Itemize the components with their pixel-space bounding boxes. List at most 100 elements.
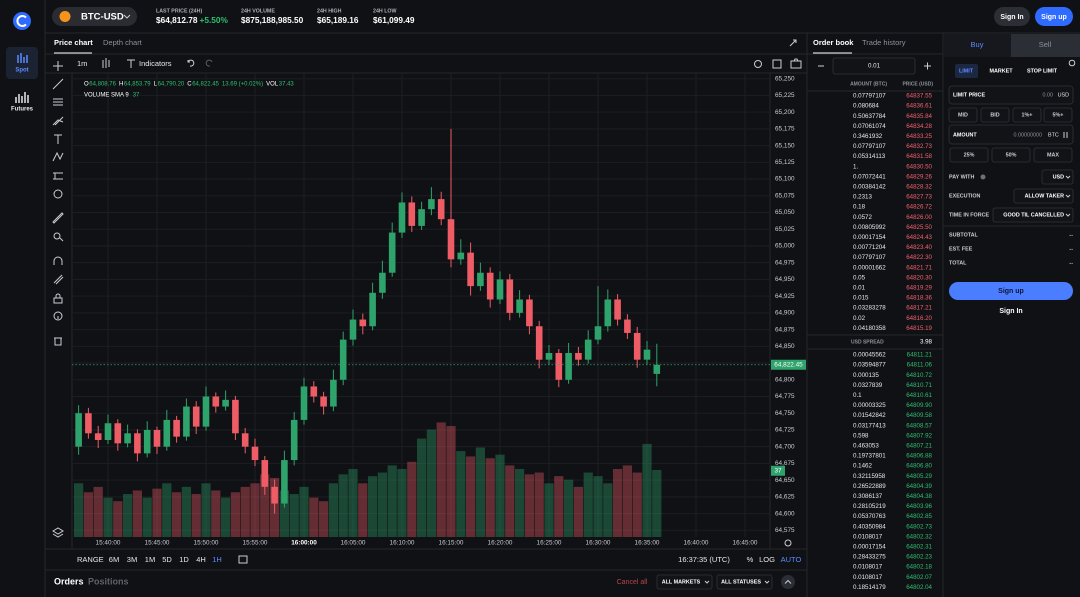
field-placeholder[interactable]: 0.00: [1043, 92, 1054, 98]
price-preset[interactable]: 1%+: [1022, 112, 1033, 118]
chart-tab[interactable]: Price chart: [54, 38, 93, 47]
ask-price[interactable]: 64825.50: [906, 224, 932, 231]
sign-up-button[interactable]: [949, 282, 1073, 300]
bid-price[interactable]: 64802.85: [906, 513, 932, 520]
ask-amount[interactable]: 0.00805992: [853, 224, 886, 231]
chart-tab[interactable]: Depth chart: [103, 38, 143, 47]
drawing-tool[interactable]: [53, 311, 63, 321]
amount-preset[interactable]: 50%: [1006, 152, 1017, 158]
spot-active-bg[interactable]: [6, 47, 38, 79]
ask-amount[interactable]: 0.0572: [853, 214, 872, 221]
interval[interactable]: 1m: [77, 59, 87, 68]
option-value[interactable]: ALLOW TAKER: [1025, 193, 1065, 199]
range-option[interactable]: 1H: [212, 555, 222, 564]
ob-tab[interactable]: Order book: [813, 38, 854, 47]
bid-price[interactable]: 64808.57: [906, 422, 932, 429]
drawing-tool[interactable]: [53, 232, 64, 242]
drawing-tool[interactable]: [52, 212, 64, 224]
preset-button[interactable]: [1043, 107, 1073, 123]
option-value[interactable]: USD: [1053, 174, 1064, 180]
markets-filter[interactable]: [656, 574, 713, 590]
bid-price[interactable]: 64802.73: [906, 523, 932, 530]
bid-price[interactable]: 64810.72: [906, 372, 932, 379]
sign-in-button[interactable]: [994, 7, 1030, 26]
filter[interactable]: ALL MARKETS: [662, 579, 701, 585]
range-option[interactable]: 1D: [179, 555, 189, 564]
ask-price[interactable]: 64824.43: [906, 234, 932, 241]
undo-icon[interactable]: [187, 59, 195, 67]
cancel-all[interactable]: Cancel all: [617, 579, 648, 586]
ask-amount[interactable]: 0.2313: [853, 194, 872, 201]
drawing-tool[interactable]: [54, 134, 62, 144]
redo-icon[interactable]: [205, 59, 213, 67]
drawing-tool[interactable]: [53, 61, 63, 71]
bid-amount[interactable]: 0.26522889: [853, 483, 886, 490]
ask-amount[interactable]: 0.50637784: [853, 113, 886, 120]
order-type[interactable]: MARKET: [989, 68, 1013, 74]
range-option[interactable]: 1M: [145, 555, 155, 564]
filter[interactable]: ALL STATUSES: [721, 579, 761, 585]
ask-amount[interactable]: 0.05314113: [853, 153, 886, 160]
preset-button[interactable]: [949, 147, 989, 163]
ask-price[interactable]: 64820.30: [906, 274, 932, 281]
execution-select[interactable]: [1013, 188, 1074, 204]
bid-price[interactable]: 64804.38: [906, 493, 932, 500]
sidebar-item[interactable]: Futures: [11, 107, 34, 113]
settings-icon[interactable]: [754, 60, 762, 68]
bid-price[interactable]: 64811.21: [907, 352, 933, 359]
ask-price[interactable]: 64822.30: [906, 254, 932, 261]
drawing-tool[interactable]: [53, 189, 63, 199]
bid-amount[interactable]: 0.00003325: [853, 402, 886, 409]
scale-option[interactable]: LOG: [759, 555, 775, 564]
price-preset[interactable]: MID: [958, 112, 968, 118]
ask-amount[interactable]: 0.04180358: [853, 325, 886, 332]
ask-price[interactable]: 64836.61: [906, 103, 932, 110]
ask-amount[interactable]: 0.07797107: [853, 93, 886, 100]
form-tab[interactable]: Buy: [971, 40, 984, 49]
drawing-tool[interactable]: [54, 337, 62, 346]
ask-price[interactable]: 64826.72: [906, 204, 932, 211]
ask-price[interactable]: 64831.58: [906, 153, 932, 160]
ask-price[interactable]: 64828.32: [906, 184, 932, 191]
drawing-tool[interactable]: [53, 256, 63, 265]
date-range-icon[interactable]: [238, 555, 248, 564]
ask-price[interactable]: 64832.73: [906, 143, 932, 150]
price-preset[interactable]: 5%+: [1053, 112, 1064, 118]
option-value[interactable]: GOOD TIL CANCELLED: [1003, 212, 1064, 218]
bid-price[interactable]: 64807.21: [906, 443, 932, 450]
pay-info-icon[interactable]: [980, 174, 986, 180]
sell-tab-bg[interactable]: [1011, 34, 1080, 57]
indicators[interactable]: Indicators: [139, 59, 172, 68]
drawing-tool[interactable]: [53, 172, 63, 180]
ask-price[interactable]: 64818.36: [906, 295, 932, 302]
ask-price[interactable]: 64837.55: [906, 93, 932, 100]
bid-price[interactable]: 64803.96: [906, 503, 932, 510]
tick-size[interactable]: 0.01: [868, 63, 881, 70]
preset-button[interactable]: [948, 107, 978, 123]
bid-amount[interactable]: 0.40350984: [853, 523, 886, 530]
sign-up-button[interactable]: [1035, 7, 1073, 26]
expand-icon[interactable]: [789, 39, 797, 47]
tick-increase[interactable]: [924, 62, 931, 70]
ask-price[interactable]: 64827.73: [906, 194, 932, 201]
bid-price[interactable]: 64802.32: [906, 533, 932, 540]
ask-amount[interactable]: 0.07061074: [853, 123, 886, 130]
price-preset[interactable]: BID: [990, 112, 999, 118]
ask-price[interactable]: 64815.19: [906, 325, 932, 332]
ask-amount[interactable]: 0.18: [853, 204, 866, 211]
bid-amount[interactable]: 0.03177413: [853, 422, 886, 429]
ask-amount[interactable]: 0.07797107: [853, 254, 886, 261]
bid-amount[interactable]: 0.01542842: [853, 412, 886, 419]
preset-button[interactable]: [991, 147, 1031, 163]
ask-amount[interactable]: 0.3461932: [853, 133, 883, 140]
snapshot-icon[interactable]: [790, 58, 802, 69]
ask-amount[interactable]: 0.01: [853, 285, 866, 292]
sidebar-item[interactable]: Spot: [15, 68, 28, 74]
limit-price-field[interactable]: [948, 85, 1074, 105]
field-placeholder[interactable]: 0.00000000: [1014, 132, 1042, 138]
tick-box[interactable]: [832, 57, 916, 75]
buy-tab-bg[interactable]: [944, 34, 1011, 57]
bid-price[interactable]: 64809.58: [906, 412, 932, 419]
indicators-icon[interactable]: [127, 59, 135, 68]
bid-amount[interactable]: 0.00017154: [853, 544, 886, 551]
